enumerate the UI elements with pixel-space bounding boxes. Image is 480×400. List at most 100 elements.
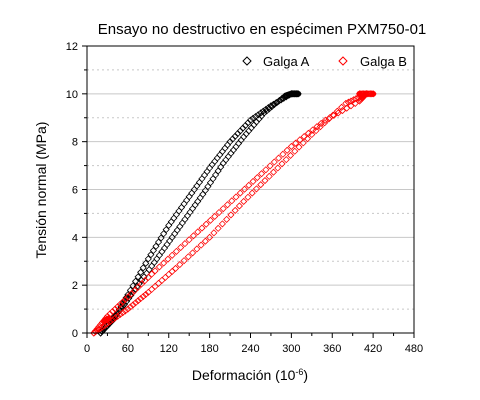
data-point [204,182,212,191]
data-point [278,160,286,168]
data-point [168,267,176,275]
data-point [171,230,179,238]
data-point [223,141,232,149]
legend-label-galga-b: Galga B [360,54,407,69]
data-point [275,154,283,162]
y-tick-label: 12 [66,41,78,53]
data-point [180,257,188,265]
data-point [229,146,238,154]
data-point [108,307,117,316]
data-point [160,244,169,252]
data-point-hold [370,90,377,97]
plot-area [90,90,377,337]
data-point [279,150,287,158]
data-point [252,185,261,193]
data-point [177,203,186,212]
data-point [189,249,197,257]
data-point [164,255,172,263]
data-point [172,247,180,255]
data-point [147,251,155,259]
y-tick-label: 2 [72,280,78,292]
data-point [218,220,226,228]
data-point [162,225,170,234]
data-point [248,189,256,197]
series-galga-b [90,90,377,337]
data-point [228,197,236,205]
data-point [295,143,303,151]
data-point [177,243,185,252]
data-point [270,158,278,166]
x-axis: 0 60 120 180 240 300 360 420 480 [84,333,423,355]
x-axis-label: Deformación (10-6) [192,367,308,383]
data-point [191,201,199,209]
data-point [121,295,129,304]
grid [87,69,414,310]
data-point [241,121,249,130]
data-point [321,116,330,124]
data-point [333,107,341,115]
data-point [151,282,159,290]
data-point [196,194,204,202]
data-point [158,276,166,284]
data-point [152,242,160,250]
data-point [157,234,165,242]
data-point [137,268,145,276]
data-point [161,273,169,281]
data-point [135,279,143,287]
data-point [90,329,98,337]
data-point [201,237,209,245]
data-point [155,263,163,271]
x-tick-label: 60 [122,343,134,355]
data-point [286,151,295,159]
data-point [244,193,252,201]
x-tick-label: 180 [200,343,218,355]
data-point [148,262,156,270]
data-point [206,233,214,241]
data-point [253,173,261,182]
data-point [308,130,316,139]
data-point [188,189,196,197]
data-point [116,300,124,308]
data-point [282,156,290,164]
data-point [185,236,193,244]
data-point [221,144,229,152]
data-point [210,229,218,237]
data-point [262,166,270,174]
data-point [283,146,291,154]
data-point [193,182,201,190]
data-point [186,208,194,216]
data-point [148,285,156,293]
data-point [237,136,245,144]
data-point [206,179,215,187]
data-point-hold [356,90,363,97]
data-point [240,197,248,206]
data-point [269,168,278,176]
data-point [167,218,175,226]
y-tick-label: 6 [72,185,78,197]
data-point [144,255,152,263]
data-point [227,149,235,157]
legend: Galga A Galga B [242,54,407,69]
legend-marker-galga-b [338,56,348,66]
data-point [216,151,224,159]
x-tick-label: 360 [323,343,341,355]
x-tick-label: 240 [241,343,259,355]
data-point [316,123,324,131]
data-point [148,270,156,278]
data-point [312,127,320,135]
data-point [300,133,308,141]
data-point [181,215,189,223]
data-point [206,216,215,224]
y-tick-label: 0 [72,328,78,340]
data-point [224,153,232,161]
data-point [160,259,168,267]
data-point [172,211,180,219]
data-point [299,139,307,147]
data-point [303,135,312,143]
data-point [287,142,295,151]
data-point [258,170,266,178]
data-point [93,325,101,333]
data-point [142,259,150,267]
x-tick-label: 300 [282,343,300,355]
